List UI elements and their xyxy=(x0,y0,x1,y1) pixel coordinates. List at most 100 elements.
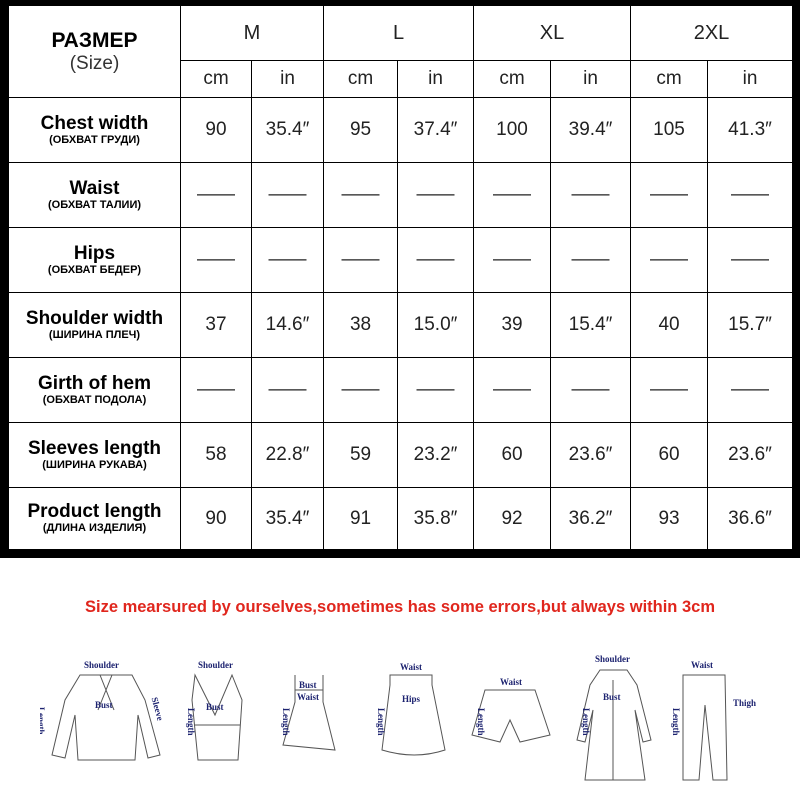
table-row: Sleeves length (ШИРИНА РУКАВА) 58 22.8″ 59 23… xyxy=(8,422,794,488)
size-subtitle: (Size) xyxy=(69,52,120,74)
value-cell: 23.6″ xyxy=(707,422,794,488)
row-label: Chest width xyxy=(40,112,149,134)
shoulder-label-6: Shoulder xyxy=(595,654,630,664)
coat-diagram: Shoulder Bust Length xyxy=(576,654,652,781)
value-cell: 59 xyxy=(323,422,399,488)
value-cell: —— xyxy=(473,357,552,423)
row-label: Hips xyxy=(73,242,116,264)
unit-header: in xyxy=(397,60,475,98)
value-cell: 58 xyxy=(180,422,252,488)
shoulder-label-2: Shoulder xyxy=(198,660,233,670)
length-label-3: Length xyxy=(281,708,291,736)
shorts-diagram: Waist Length xyxy=(471,677,551,743)
blouse-diagram: Shoulder Bust Length Sleeve xyxy=(40,660,166,761)
row-label: Waist xyxy=(69,177,120,199)
bust-label-6: Bust xyxy=(603,692,621,702)
value-cell: 39 xyxy=(473,292,552,358)
value-cell: 35.4″ xyxy=(250,97,325,163)
value-cell: 36.6″ xyxy=(707,487,794,550)
row-label-ru: (ОБХВАТ ГРУДИ) xyxy=(49,133,140,146)
table-row: Waist (ОБХВАТ ТАЛИИ) —— —— —— —— —— —— —— —— xyxy=(8,162,794,228)
skirt-diagram: Waist Hips Length xyxy=(376,662,446,756)
row-label-ru: (ДЛИНА ИЗДЕЛИЯ) xyxy=(42,522,147,534)
value-cell: 60 xyxy=(630,422,709,488)
unit-header: in xyxy=(550,60,632,98)
waist-label-4: Waist xyxy=(400,662,422,672)
value-cell: 40 xyxy=(630,292,709,358)
row-label-cell: Hips (ОБХВАТ БЕДЕР) xyxy=(8,227,181,293)
pants-diagram: Waist Thigh Length xyxy=(671,660,756,781)
unit-header: cm xyxy=(473,60,552,98)
value-cell: 23.2″ xyxy=(397,422,475,488)
value-cell: —— xyxy=(180,227,252,293)
value-cell: 90 xyxy=(180,97,252,163)
table-row: Hips (ОБХВАТ БЕДЕР) —— —— —— —— —— —— —— —— xyxy=(8,227,794,293)
size-xl: XL xyxy=(473,5,632,61)
row-label-cell: Girth of hem (ОБХВАТ ПОДОЛА) xyxy=(8,357,181,423)
value-cell: —— xyxy=(550,357,632,423)
value-cell: 91 xyxy=(323,487,399,550)
value-cell: 14.6″ xyxy=(250,292,325,358)
row-label-cell: Chest width (ОБХВАТ ГРУДИ) xyxy=(8,97,181,163)
value-cell: —— xyxy=(397,357,475,423)
sleeve-label: Sleeve xyxy=(150,696,166,722)
value-cell: 37.4″ xyxy=(397,97,475,163)
value-cell: 105 xyxy=(630,97,709,163)
measurement-note: Size mearsured by ourselves,sometimes ha… xyxy=(84,598,715,616)
value-cell: —— xyxy=(323,357,399,423)
unit-header: in xyxy=(250,60,325,98)
value-cell: —— xyxy=(323,162,399,228)
length-label: Length xyxy=(40,707,46,735)
value-cell: 38 xyxy=(323,292,399,358)
value-cell: 92 xyxy=(473,487,552,550)
row-label: Sleeves length xyxy=(27,437,162,459)
unit-header: in xyxy=(707,60,794,98)
value-cell: 36.2″ xyxy=(550,487,632,550)
bust-label-3: Bust xyxy=(299,680,317,690)
value-cell: —— xyxy=(250,162,325,228)
size-l: L xyxy=(323,5,475,61)
unit-header: cm xyxy=(630,60,709,98)
row-label-cell: Sleeves length (ШИРИНА РУКАВА) xyxy=(8,422,181,488)
row-label-cell: Product length (ДЛИНА ИЗДЕЛИЯ) xyxy=(8,487,181,550)
value-cell: 35.4″ xyxy=(250,487,325,550)
size-2xl: 2XL xyxy=(630,5,794,61)
table-row: Girth of hem (ОБХВАТ ПОДОЛА) —— —— —— —— —— —— —… xyxy=(8,357,794,423)
value-cell: —— xyxy=(323,227,399,293)
waist-label-7: Waist xyxy=(691,660,713,670)
unit-header: cm xyxy=(323,60,399,98)
value-cell: —— xyxy=(473,227,552,293)
row-label-ru: (ШИРИНА ПЛЕЧ) xyxy=(48,328,141,341)
row-label: Girth of hem xyxy=(38,372,151,394)
waist-label-3: Waist xyxy=(297,692,319,702)
row-label-cell: Waist (ОБХВАТ ТАЛИИ) xyxy=(8,162,181,228)
value-cell: —— xyxy=(250,227,325,293)
row-label: Shoulder width xyxy=(25,307,164,329)
value-cell: 37 xyxy=(180,292,252,358)
unit-header: cm xyxy=(180,60,252,98)
table-row: Chest width (ОБХВАТ ГРУДИ) 90 35.4″ 95 37.4″ 1… xyxy=(8,97,794,163)
row-label-ru: (ШИРИНА РУКАВА) xyxy=(42,458,147,471)
value-cell: —— xyxy=(707,162,794,228)
bust-label: Bust xyxy=(95,700,113,710)
value-cell: 60 xyxy=(473,422,552,488)
length-label-7: Length xyxy=(671,708,681,736)
value-cell: —— xyxy=(180,357,252,423)
garment-diagrams: Shoulder Bust Length Sleeve Shoulder Bus… xyxy=(40,640,780,781)
length-label-2: Length xyxy=(186,708,196,736)
row-label-cell: Shoulder width (ШИРИНА ПЛЕЧ) xyxy=(8,292,181,358)
size-header-cell: РАЗМЕР (Size) xyxy=(8,5,181,98)
length-label-6: Length xyxy=(581,708,591,736)
value-cell: —— xyxy=(707,227,794,293)
length-label-5: Length xyxy=(476,708,486,736)
value-cell: —— xyxy=(630,227,709,293)
hips-label: Hips xyxy=(402,694,421,704)
value-cell: 90 xyxy=(180,487,252,550)
value-cell: —— xyxy=(707,357,794,423)
value-cell: —— xyxy=(397,227,475,293)
row-label-ru: (ОБХВАТ ТАЛИИ) xyxy=(47,198,142,211)
value-cell: —— xyxy=(550,162,632,228)
bust-label-2: Bust xyxy=(206,702,224,712)
value-cell: 15.0″ xyxy=(397,292,475,358)
table-row: Product length (ДЛИНА ИЗДЕЛИЯ) 90 35.4″ 91 35… xyxy=(8,487,794,550)
